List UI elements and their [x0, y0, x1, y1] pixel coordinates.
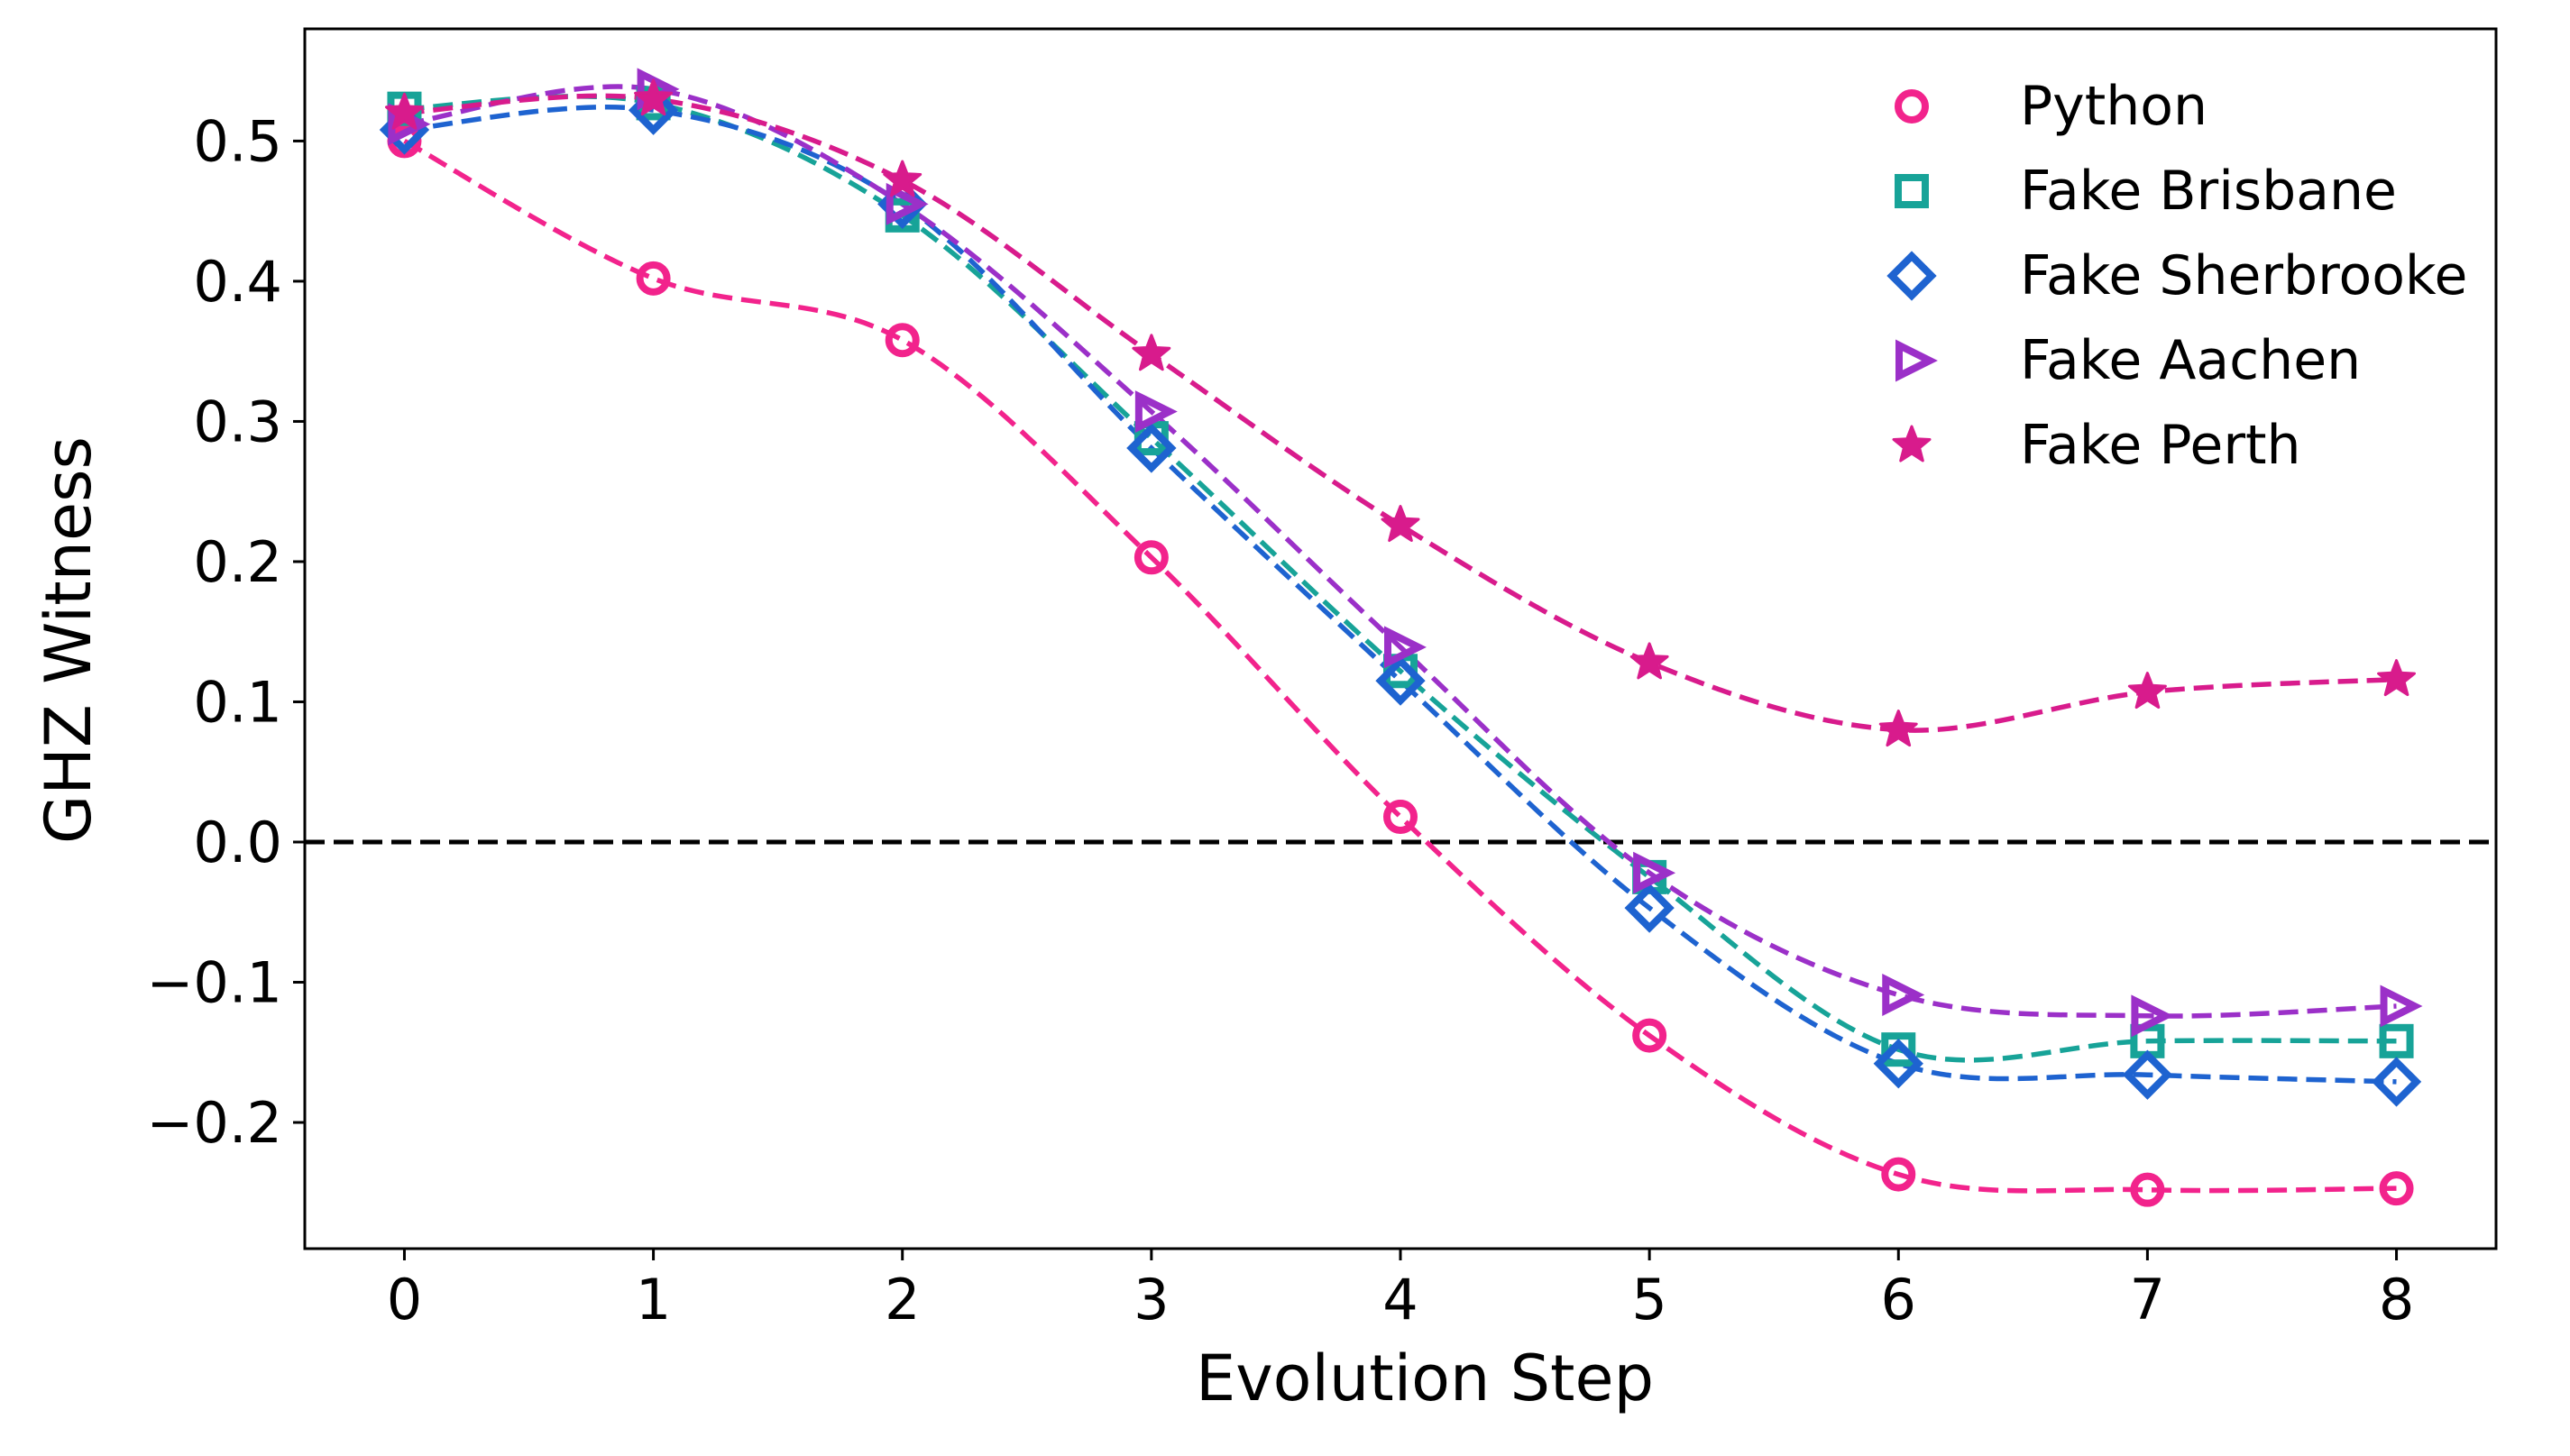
data-point-fake-perth-0	[385, 92, 424, 130]
data-point-fake-sherbrooke-7	[2122, 1049, 2173, 1100]
x-tick-label: 8	[2379, 1267, 2414, 1332]
data-point-fake-perth-5	[1629, 642, 1669, 680]
data-point-fake-perth-8	[2377, 659, 2416, 697]
data-point-fake-brisbane-8	[2379, 1023, 2414, 1058]
y-tick-label: 0.1	[193, 669, 282, 735]
legend-marker-python	[1895, 89, 1929, 124]
data-point-fake-aachen-2	[886, 182, 929, 225]
legend-marker-fake-aachen	[1895, 339, 1938, 382]
legend-marker-fake-sherbrooke	[1886, 251, 1937, 301]
data-point-python-6	[1881, 1157, 1916, 1192]
data-point-fake-brisbane-6	[1881, 1032, 1916, 1067]
legend-label-fake-perth: Fake Perth	[2020, 414, 2301, 477]
series-line-fake-aachen	[404, 84, 2397, 1019]
y-tick-label: −0.1	[146, 950, 282, 1016]
legend-label-python: Python	[2020, 75, 2207, 138]
legend-label-fake-sherbrooke: Fake Sherbrooke	[2020, 244, 2467, 307]
data-point-fake-sherbrooke-3	[1126, 423, 1177, 473]
legend: Python Fake Brisbane Fake Sherbrooke Fake A…	[1886, 75, 2467, 477]
y-tick-label: −0.2	[146, 1090, 282, 1156]
data-point-python-3	[1134, 540, 1169, 575]
data-point-fake-sherbrooke-8	[2371, 1057, 2422, 1107]
data-point-python-1	[636, 261, 671, 296]
data-point-fake-aachen-3	[1134, 390, 1178, 434]
series-line-fake-brisbane	[404, 94, 2397, 1063]
data-point-fake-aachen-5	[1633, 851, 1676, 894]
y-tick-label: 0.4	[193, 249, 282, 315]
data-point-fake-sherbrooke-4	[1375, 655, 1426, 706]
x-tick-label: 1	[636, 1267, 671, 1332]
x-tick-label: 5	[1631, 1267, 1666, 1332]
legend-label-fake-aachen: Fake Aachen	[2020, 329, 2361, 392]
data-point-fake-perth-6	[1878, 710, 1918, 747]
data-point-fake-aachen-6	[1882, 974, 1925, 1016]
series-line-python	[403, 138, 2397, 1194]
data-point-fake-sherbrooke-5	[1624, 883, 1675, 933]
data-point-fake-aachen-8	[2380, 984, 2423, 1028]
x-tick-label: 2	[885, 1267, 920, 1332]
x-axis-label: Evolution Step	[1196, 1342, 1654, 1415]
data-point-fake-perth-4	[1381, 505, 1420, 542]
data-point-python-5	[1632, 1018, 1667, 1053]
y-tick-label: 0.3	[193, 389, 282, 454]
x-tick-label: 6	[1881, 1267, 1916, 1332]
data-point-fake-aachen-7	[2131, 994, 2174, 1038]
data-point-python-8	[2379, 1171, 2414, 1206]
data-point-fake-perth-1	[634, 78, 674, 116]
data-point-fake-sherbrooke-6	[1873, 1039, 1923, 1089]
y-tick-label: 0.5	[193, 108, 282, 174]
data-point-fake-perth-3	[1132, 334, 1171, 371]
x-tick-label: 3	[1134, 1267, 1169, 1332]
data-point-python-4	[1383, 800, 1418, 835]
data-point-python-2	[885, 323, 920, 358]
series-line-fake-sherbrooke	[404, 105, 2397, 1085]
x-tick-label: 4	[1382, 1267, 1418, 1332]
y-tick-label: 0.0	[193, 810, 282, 875]
data-point-fake-perth-7	[2127, 672, 2167, 710]
data-point-fake-perth-2	[883, 160, 922, 197]
legend-label-fake-brisbane: Fake Brisbane	[2020, 160, 2397, 223]
x-tick-label: 0	[387, 1267, 422, 1332]
y-tick-label: 0.2	[193, 529, 282, 595]
legend-marker-fake-brisbane	[1895, 174, 1929, 208]
data-point-python-7	[2130, 1172, 2165, 1207]
x-tick-label: 7	[2130, 1267, 2165, 1332]
legend-marker-fake-perth	[1892, 425, 1932, 462]
y-axis-label: GHZ Witness	[32, 436, 106, 844]
data-point-fake-aachen-4	[1384, 626, 1427, 669]
